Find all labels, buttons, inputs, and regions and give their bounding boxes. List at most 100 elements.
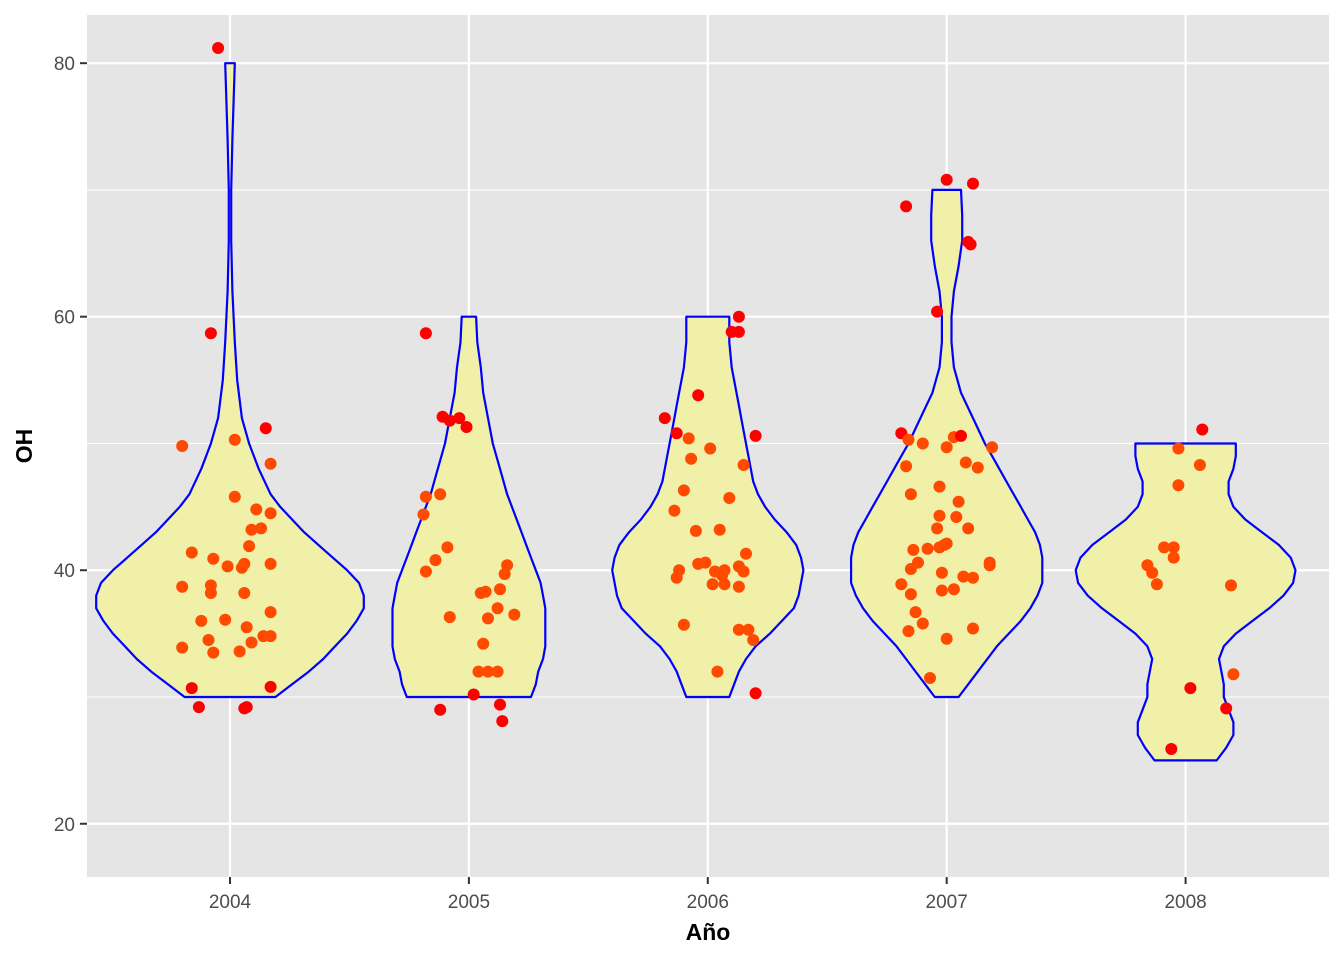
data-point bbox=[1165, 743, 1178, 755]
data-point bbox=[711, 665, 724, 678]
data-point bbox=[909, 606, 922, 619]
data-point bbox=[195, 614, 208, 627]
data-point bbox=[904, 488, 917, 501]
data-point bbox=[967, 622, 979, 635]
data-point bbox=[933, 509, 946, 522]
data-point bbox=[902, 625, 915, 638]
data-point bbox=[434, 703, 447, 716]
data-point bbox=[967, 177, 979, 190]
data-point bbox=[940, 441, 953, 454]
data-point bbox=[692, 389, 705, 402]
data-point bbox=[1172, 442, 1185, 455]
data-point bbox=[983, 559, 996, 572]
data-point bbox=[233, 645, 246, 658]
data-point bbox=[740, 547, 752, 560]
data-point bbox=[1158, 541, 1171, 554]
data-point bbox=[419, 327, 432, 340]
data-point bbox=[443, 414, 456, 427]
data-point bbox=[264, 630, 277, 643]
data-point bbox=[460, 421, 473, 433]
x-tick-label: 2004 bbox=[209, 892, 252, 913]
data-point bbox=[1167, 541, 1180, 554]
data-point bbox=[238, 702, 251, 715]
data-point bbox=[732, 580, 745, 593]
data-point bbox=[921, 542, 934, 555]
data-point bbox=[959, 456, 972, 469]
y-tick-label: 60 bbox=[54, 308, 75, 329]
data-point bbox=[732, 310, 745, 323]
data-point bbox=[732, 325, 745, 338]
data-point bbox=[496, 715, 509, 728]
x-axis-title: Año bbox=[686, 919, 731, 945]
data-point bbox=[419, 490, 432, 503]
data-point bbox=[221, 560, 234, 573]
data-point bbox=[952, 495, 965, 508]
data-point bbox=[204, 327, 217, 340]
data-point bbox=[933, 480, 946, 493]
data-point bbox=[900, 460, 913, 473]
data-point bbox=[971, 461, 984, 474]
data-point bbox=[931, 522, 944, 535]
data-point bbox=[441, 541, 454, 554]
data-point bbox=[933, 541, 946, 554]
data-point bbox=[900, 200, 913, 213]
violin-2006 bbox=[611, 315, 805, 699]
data-point bbox=[264, 680, 277, 693]
y-tick-label: 80 bbox=[54, 54, 75, 75]
y-tick-label: 20 bbox=[54, 815, 75, 836]
data-point bbox=[935, 584, 948, 597]
data-point bbox=[202, 634, 215, 646]
data-point bbox=[947, 583, 960, 596]
data-point bbox=[1184, 682, 1197, 695]
data-point bbox=[192, 701, 205, 714]
axes: 20 40 60 80 2004 2005 2006 2007 2008 bbox=[54, 54, 1207, 913]
data-point bbox=[494, 698, 506, 711]
data-point bbox=[935, 566, 948, 579]
data-point bbox=[176, 440, 189, 452]
data-point bbox=[957, 570, 970, 583]
data-point bbox=[1225, 579, 1237, 592]
data-point bbox=[477, 637, 490, 650]
data-point bbox=[950, 511, 963, 523]
data-point bbox=[482, 665, 494, 678]
data-point bbox=[498, 568, 511, 580]
data-point bbox=[494, 583, 506, 596]
violin-2005 bbox=[391, 315, 547, 699]
data-point bbox=[474, 587, 487, 599]
data-point bbox=[207, 552, 220, 565]
data-point bbox=[737, 459, 750, 471]
data-point bbox=[429, 554, 442, 567]
data-point bbox=[967, 571, 979, 584]
data-point bbox=[259, 422, 272, 435]
x-tick-label: 2005 bbox=[448, 892, 490, 913]
data-point bbox=[245, 636, 258, 649]
data-point bbox=[986, 441, 999, 454]
data-point bbox=[924, 672, 936, 684]
violin-2004 bbox=[95, 62, 365, 699]
data-point bbox=[955, 429, 967, 442]
data-point bbox=[749, 429, 762, 442]
data-point bbox=[238, 587, 251, 599]
data-point bbox=[1172, 479, 1185, 492]
data-point bbox=[467, 688, 480, 701]
data-point bbox=[940, 173, 953, 186]
x-tick-label: 2007 bbox=[926, 892, 968, 913]
data-point bbox=[677, 484, 690, 497]
data-point bbox=[742, 623, 755, 636]
data-point bbox=[1193, 459, 1206, 471]
violin-2008 bbox=[1074, 442, 1297, 762]
data-point bbox=[940, 632, 953, 645]
data-point bbox=[737, 565, 750, 578]
data-point bbox=[453, 412, 466, 425]
data-point bbox=[472, 665, 485, 678]
data-point bbox=[255, 522, 268, 535]
data-point bbox=[185, 682, 198, 695]
data-point bbox=[916, 617, 929, 630]
data-point bbox=[240, 621, 253, 634]
data-point bbox=[1196, 423, 1209, 436]
data-point bbox=[658, 412, 671, 425]
data-point bbox=[747, 634, 760, 646]
data-point bbox=[907, 543, 920, 556]
data-point bbox=[508, 608, 521, 621]
